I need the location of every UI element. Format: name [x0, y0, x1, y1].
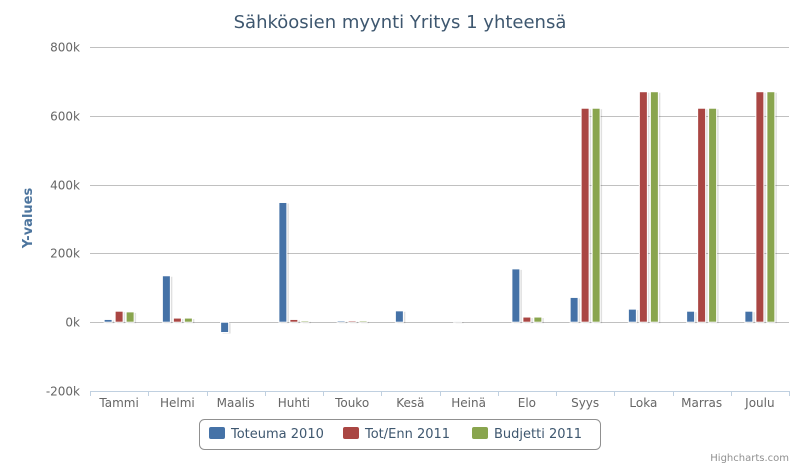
x-tick-label: Huhti	[278, 396, 310, 410]
credits-link[interactable]: Highcharts.com	[710, 453, 789, 464]
x-tick-label: Loka	[629, 396, 657, 410]
x-axis: Tammi Helmi Maalis Huhti Touko Kesä Heinä Elo Sy…	[90, 391, 790, 410]
bar[interactable]	[627, 308, 637, 323]
bar[interactable]	[183, 317, 193, 323]
bar[interactable]	[394, 310, 404, 323]
legend-label: Tot/Enn 2011	[364, 427, 450, 442]
y-tick-label: 0k	[65, 316, 80, 330]
bar[interactable]	[638, 91, 648, 323]
x-tick-label: Marras	[681, 396, 722, 410]
x-tick-label: Elo	[518, 396, 536, 410]
legend-item[interactable]: Budjetti 2011	[472, 427, 582, 442]
legend-item[interactable]: Toteuma 2010	[209, 427, 324, 442]
x-tick-label: Maalis	[217, 396, 255, 410]
bar[interactable]	[580, 107, 590, 323]
x-tick-label: Syys	[571, 396, 599, 410]
legend-item[interactable]: Tot/Enn 2011	[343, 427, 450, 442]
bar[interactable]	[453, 320, 463, 323]
x-tick-label: Helmi	[160, 396, 195, 410]
x-tick-label: Kesä	[396, 396, 424, 410]
bar[interactable]	[569, 296, 579, 323]
bar[interactable]	[172, 317, 182, 323]
bar[interactable]	[358, 320, 368, 323]
legend-label: Budjetti 2011	[494, 427, 582, 442]
bar[interactable]	[114, 310, 124, 323]
y-tick-label: 800k	[50, 41, 80, 55]
bar[interactable]	[744, 310, 754, 323]
bar[interactable]	[591, 107, 601, 323]
bar[interactable]	[161, 275, 171, 323]
y-axis-label: Y-values	[21, 188, 36, 250]
legend-swatch	[209, 427, 225, 439]
grid-lines	[90, 47, 789, 323]
bar[interactable]	[300, 320, 310, 323]
x-tick-label: Heinä	[451, 396, 486, 410]
bar[interactable]	[103, 318, 113, 323]
y-tick-label: 600k	[50, 110, 80, 124]
bar[interactable]	[511, 268, 521, 323]
bar[interactable]	[649, 91, 659, 323]
bar[interactable]	[336, 320, 346, 323]
bar[interactable]	[755, 91, 765, 323]
x-tick-label: Touko	[334, 396, 369, 410]
legend-swatch	[472, 427, 488, 439]
y-axis-ticks: -200k 0k 200k 400k 600k 800k	[46, 41, 80, 399]
bar[interactable]	[289, 318, 299, 323]
x-tick-label: Tammi	[98, 396, 138, 410]
chart-title: Sähköosien myynti Yritys 1 yhteensä	[234, 12, 567, 33]
y-tick-label: -200k	[46, 385, 80, 399]
bar[interactable]	[522, 316, 532, 323]
bar[interactable]	[278, 201, 288, 323]
bar[interactable]	[533, 316, 543, 323]
legend-label: Toteuma 2010	[230, 427, 324, 442]
bar[interactable]	[686, 310, 696, 323]
bar[interactable]	[347, 320, 357, 323]
y-tick-label: 200k	[50, 247, 80, 261]
legend-swatch	[343, 427, 359, 439]
legend-box	[199, 419, 601, 450]
bar[interactable]	[125, 311, 135, 323]
legend[interactable]: Toteuma 2010 Tot/Enn 2011 Budjetti 2011	[199, 419, 601, 450]
bar[interactable]	[220, 321, 230, 334]
y-tick-label: 400k	[50, 179, 80, 193]
bar[interactable]	[697, 107, 707, 323]
x-tick-label: Joulu	[744, 396, 774, 410]
bar-series	[103, 91, 777, 334]
bar[interactable]	[766, 91, 776, 323]
bar[interactable]	[708, 107, 718, 323]
